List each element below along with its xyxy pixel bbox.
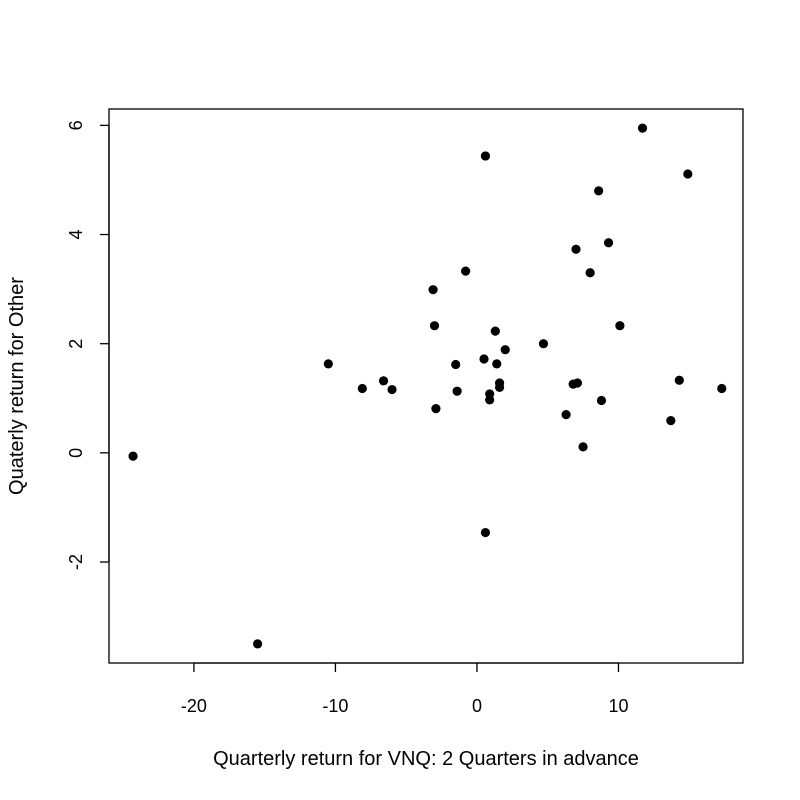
y-tick-label: 6	[66, 120, 86, 130]
data-point	[480, 151, 491, 161]
data-point	[585, 268, 595, 278]
x-tick-label: -20	[181, 696, 207, 716]
x-tick-label: -10	[322, 696, 348, 716]
y-axis-title: Quaterly return for Other	[6, 277, 28, 495]
data-point	[674, 375, 684, 385]
data-point	[490, 326, 500, 336]
plot-frame	[108, 108, 744, 664]
data-point	[387, 384, 397, 395]
data-point	[428, 285, 438, 295]
data-point	[666, 416, 676, 426]
data-point	[431, 404, 441, 414]
data-point	[252, 639, 263, 649]
data-point	[637, 123, 648, 133]
data-point	[596, 395, 607, 406]
data-point	[571, 244, 581, 254]
data-point	[452, 386, 462, 396]
data-point	[323, 359, 333, 369]
data-point	[357, 383, 367, 394]
data-point	[538, 339, 549, 349]
points-layer	[128, 123, 727, 649]
y-tick-label: 0	[66, 448, 86, 458]
data-point	[603, 238, 614, 248]
data-point	[479, 354, 489, 364]
data-point	[494, 382, 505, 392]
data-point	[578, 442, 588, 452]
data-point	[683, 169, 693, 179]
x-axis: -20 -10 0 10	[181, 662, 628, 716]
data-point	[429, 321, 440, 331]
y-tick-label: 4	[66, 230, 86, 240]
y-axis: -2 0 2 4 6	[66, 120, 110, 570]
x-tick-label: 10	[608, 696, 628, 716]
data-point	[500, 345, 510, 355]
data-point	[572, 378, 583, 388]
data-point	[485, 395, 495, 405]
y-tick-label: -2	[66, 554, 86, 570]
x-axis-title: Quarterly return for VNQ: 2 Quarters in …	[213, 748, 639, 770]
data-point	[594, 186, 604, 196]
data-point	[451, 359, 461, 370]
data-point	[461, 266, 471, 276]
data-point	[480, 527, 491, 538]
y-tick-label: 2	[66, 339, 86, 349]
data-point	[561, 410, 571, 420]
data-point	[717, 383, 727, 394]
data-point	[492, 359, 502, 369]
data-point	[128, 451, 138, 461]
x-tick-label: 0	[472, 696, 482, 716]
data-point	[615, 321, 625, 331]
data-point	[378, 376, 389, 386]
